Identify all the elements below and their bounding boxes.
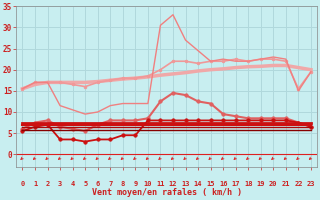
X-axis label: Vent moyen/en rafales ( km/h ): Vent moyen/en rafales ( km/h ) (92, 188, 242, 197)
